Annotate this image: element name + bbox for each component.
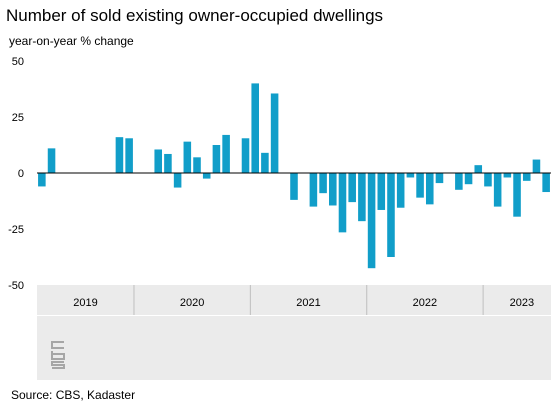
bar (358, 173, 366, 222)
y-tick-label: 50 (12, 56, 24, 68)
bar (270, 93, 279, 173)
bar (542, 173, 550, 193)
chart-title: Number of sold existing owner-occupied d… (6, 6, 384, 25)
x-group-label: 2019 (73, 297, 97, 309)
bar (348, 173, 356, 203)
bar (261, 152, 269, 173)
bar (377, 173, 386, 210)
chart-subtitle: year-on-year % change (9, 34, 134, 48)
bar (387, 173, 395, 257)
bar (241, 138, 250, 173)
y-tick-label: -50 (8, 280, 24, 292)
bar (319, 173, 327, 194)
bar (513, 173, 521, 217)
bar (532, 159, 541, 173)
axis-panel (37, 285, 551, 380)
bar (154, 149, 162, 173)
bar (251, 83, 259, 173)
y-tick-label: 25 (12, 112, 24, 124)
bar (522, 173, 531, 181)
y-tick-label: 0 (18, 168, 24, 180)
source-note: Source: CBS, Kadaster (11, 388, 136, 402)
bar (309, 173, 318, 207)
bar (183, 141, 192, 173)
bar (474, 165, 483, 173)
bar (338, 173, 347, 233)
bar (38, 173, 46, 187)
bar (416, 173, 424, 198)
x-group-label: 2021 (296, 297, 320, 309)
bar (455, 173, 463, 190)
cbs-logo-icon (51, 341, 65, 369)
bar-chart: 2019 2020 2021 2022 2023 50 25 0 -25 -50 (8, 56, 551, 380)
bar (493, 173, 502, 207)
x-group-label: 2020 (180, 297, 204, 309)
bar (47, 148, 56, 173)
bar (125, 138, 133, 173)
bar (193, 157, 201, 173)
bar (425, 173, 434, 205)
bar (464, 173, 473, 185)
x-group-label: 2022 (413, 297, 437, 309)
bar (202, 173, 211, 179)
bar (367, 173, 376, 269)
bar (222, 134, 230, 173)
bar (173, 173, 182, 188)
y-tick-label: -25 (8, 224, 24, 236)
bar (329, 173, 337, 206)
x-group-label: 2023 (510, 297, 534, 309)
bar (290, 173, 298, 200)
bar (503, 173, 512, 178)
bar (396, 173, 405, 208)
bar (484, 173, 492, 187)
bar (115, 137, 124, 173)
bar (212, 145, 221, 173)
bar (164, 153, 172, 173)
bar (435, 173, 444, 184)
bar (406, 173, 415, 178)
